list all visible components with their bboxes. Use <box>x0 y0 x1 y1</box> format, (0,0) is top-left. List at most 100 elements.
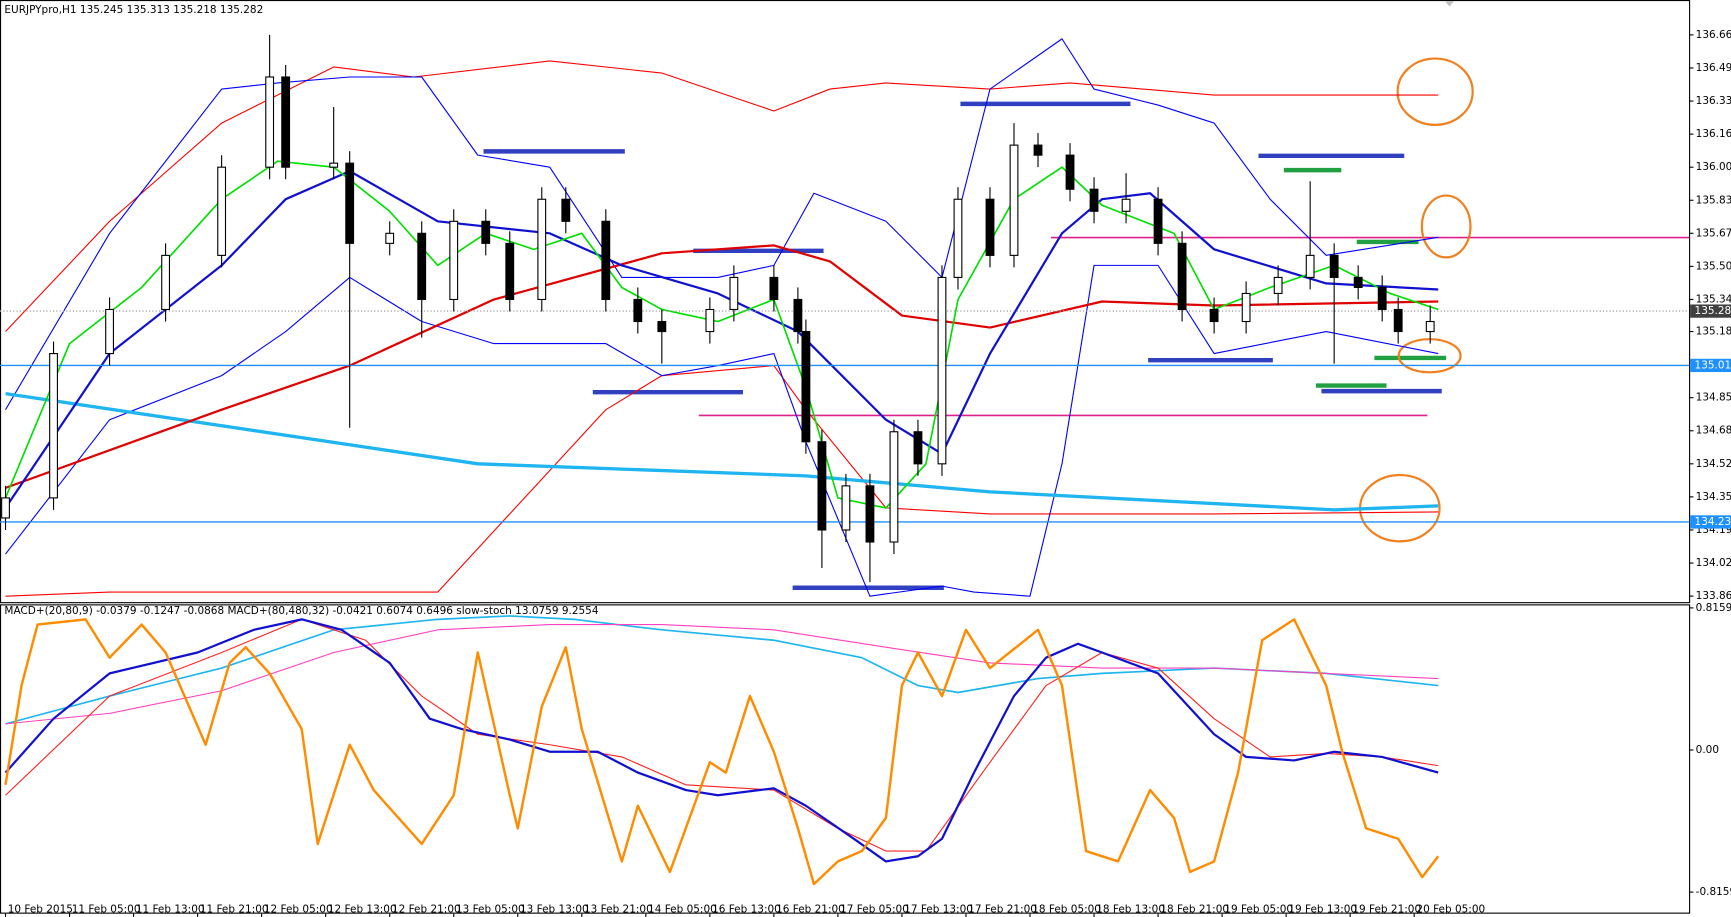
candles <box>1 34 1435 583</box>
candle-body <box>345 162 355 244</box>
candle-body <box>1033 144 1043 156</box>
sub-panel-frame <box>0 604 1691 914</box>
candle-body <box>841 485 851 531</box>
blue-levels <box>483 101 1442 590</box>
y-tick-label: 134.025 <box>1696 557 1731 569</box>
candle-body <box>161 254 171 311</box>
candle-body <box>1353 276 1363 288</box>
candle-body <box>505 242 515 301</box>
y-tick-label: 134.520 <box>1696 458 1731 470</box>
candle-body <box>729 276 739 311</box>
x-tick-label: 17 Feb 05:00 <box>840 903 909 915</box>
candle-body <box>217 166 227 256</box>
x-tick-label: 12 Feb 21:00 <box>392 903 461 915</box>
x-tick-label: 18 Feb 05:00 <box>1032 903 1101 915</box>
y-tick-label: 0.00 <box>1696 744 1719 756</box>
candle-body <box>105 308 114 355</box>
x-tick-label: 14 Feb 05:00 <box>648 903 717 915</box>
candle-body <box>705 308 715 333</box>
candle-body <box>601 220 611 301</box>
shift-marker <box>1445 1 1454 7</box>
indicator-line <box>5 264 1439 597</box>
candle-body <box>985 198 995 256</box>
candle-body <box>1177 242 1187 311</box>
y-tick-label: 135.505 <box>1696 260 1731 272</box>
price-label-box <box>1690 358 1731 373</box>
candle-body <box>329 162 339 168</box>
y-tick-label: 136.495 <box>1696 62 1731 74</box>
ellipse <box>1397 338 1462 374</box>
x-tick-label: 10 Feb 2015 <box>8 903 73 915</box>
indicator-line <box>5 624 1439 725</box>
candle-body <box>561 198 571 222</box>
candle-body <box>1 497 10 519</box>
y-tick-label: 136.660 <box>1696 29 1731 41</box>
ellipse <box>1420 194 1472 259</box>
panel-1: 0.8159 0.00 -0.8159 <box>4 602 1731 898</box>
candle-body <box>49 353 58 499</box>
main-header: EURJPYpro,H1 135.245 135.313 135.218 135… <box>4 4 263 16</box>
candle-body <box>1009 144 1019 256</box>
x-tick-label: 20 Feb 05:00 <box>1416 903 1485 915</box>
candle-body <box>793 298 803 333</box>
x-tick-label: 18 Feb 21:00 <box>1160 903 1229 915</box>
y-tick-label: 135.835 <box>1696 194 1731 206</box>
x-tick-label: 19 Feb 13:00 <box>1288 903 1357 915</box>
y-tick-label: 135.670 <box>1696 227 1731 239</box>
x-tick-label: 19 Feb 21:00 <box>1352 903 1421 915</box>
price-label-box <box>1690 515 1731 529</box>
indicator-line <box>5 615 1439 725</box>
candle-body <box>537 198 547 301</box>
x-tick-label: 11 Feb 05:00 <box>72 903 141 915</box>
x-tick-label: 13 Feb 13:00 <box>520 903 589 915</box>
highlight-ellipses <box>1358 57 1474 543</box>
candle-body <box>1425 320 1435 333</box>
x-tick-label: 12 Feb 05:00 <box>264 903 333 915</box>
candle-body <box>1329 254 1339 278</box>
indicator-line <box>5 38 1439 410</box>
y-tick-label: -0.8159 <box>1696 886 1731 898</box>
x-tick-label: 12 Feb 13:00 <box>328 903 397 915</box>
x-tick-label: 18 Feb 13:00 <box>1096 903 1165 915</box>
candle-body <box>657 320 667 333</box>
ellipse <box>1396 57 1474 126</box>
y-tick-label: 136.330 <box>1696 95 1731 107</box>
indicator-line <box>5 60 1439 332</box>
candle-body <box>1065 154 1075 190</box>
x-tick-label: 19 Feb 05:00 <box>1224 903 1293 915</box>
candle-body <box>1377 286 1387 311</box>
candle-body <box>913 431 923 465</box>
price-label: 135.282 <box>1695 305 1731 317</box>
candle-body <box>865 485 875 543</box>
y-tick-label: 134.685 <box>1696 425 1731 437</box>
x-tick-label: 17 Feb 21:00 <box>968 903 1037 915</box>
y-tick-label: 135.340 <box>1696 293 1731 305</box>
price-label: 134.230 <box>1695 516 1731 528</box>
candle-body <box>801 330 811 443</box>
x-tick-label: 17 Feb 13:00 <box>904 903 973 915</box>
y-tick-label: 134.355 <box>1696 491 1731 503</box>
indicator-header: MACD+(20,80,9) -0.0379 -0.1247 -0.0868 M… <box>4 605 598 617</box>
candle-body <box>937 276 947 465</box>
y-tick-label: 134.850 <box>1696 392 1731 404</box>
candle-body <box>817 441 827 531</box>
indicator-line <box>4 618 1440 886</box>
candle-body <box>449 220 459 301</box>
candle-body <box>953 198 963 278</box>
y-tick-label: 135.180 <box>1696 326 1731 338</box>
candle-body <box>1209 308 1219 323</box>
indicator-line <box>4 618 1439 863</box>
candle-body <box>385 232 395 244</box>
panel-0: 136.660 136.495 136.330 136.165 136.000 135.8… <box>0 29 1731 917</box>
candle-body <box>1241 292 1251 323</box>
candle-body <box>1305 254 1315 278</box>
candle-body <box>417 232 427 301</box>
candle-body <box>1121 198 1131 212</box>
candle-body <box>1089 188 1099 212</box>
x-tick-label: 16 Feb 13:00 <box>712 903 781 915</box>
candle-body <box>1393 308 1403 333</box>
candle-body <box>633 298 643 323</box>
x-tick-label: 13 Feb 21:00 <box>584 903 653 915</box>
